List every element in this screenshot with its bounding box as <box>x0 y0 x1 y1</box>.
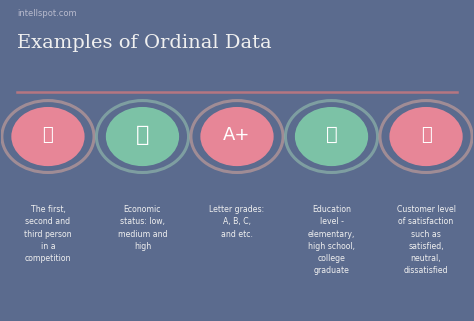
Text: Education
level -
elementary,
high school,
college
graduate: Education level - elementary, high schoo… <box>308 205 355 275</box>
Ellipse shape <box>201 107 273 166</box>
Ellipse shape <box>390 107 463 166</box>
Text: 💲: 💲 <box>136 125 149 145</box>
Ellipse shape <box>295 107 368 166</box>
Text: 🏅: 🏅 <box>43 126 54 144</box>
Text: Letter grades:
A, B, C,
and etc.: Letter grades: A, B, C, and etc. <box>210 205 264 239</box>
Text: Examples of Ordinal Data: Examples of Ordinal Data <box>17 34 272 52</box>
Text: Economic
status: low,
medium and
high: Economic status: low, medium and high <box>118 205 167 251</box>
Text: 🎓: 🎓 <box>326 126 337 144</box>
Text: The first,
second and
third person
in a
competition: The first, second and third person in a … <box>24 205 72 263</box>
Text: A+: A+ <box>223 126 251 144</box>
Text: Customer level
of satisfaction
such as
satisfied,
neutral,
dissatisfied: Customer level of satisfaction such as s… <box>397 205 456 275</box>
Text: intellspot.com: intellspot.com <box>17 9 77 18</box>
Ellipse shape <box>106 107 179 166</box>
Text: 👤: 👤 <box>420 126 431 144</box>
Ellipse shape <box>11 107 84 166</box>
